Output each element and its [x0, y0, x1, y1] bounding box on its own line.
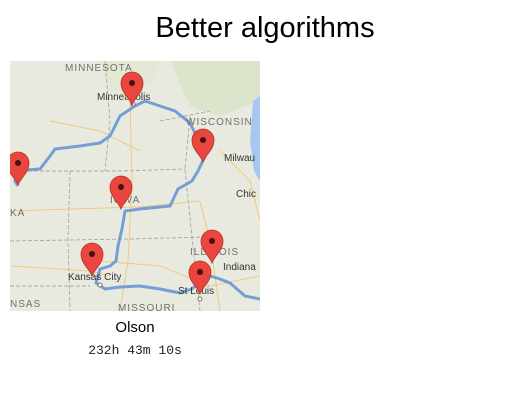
algorithm-name: Olson: [115, 319, 155, 336]
marker-pin-icon[interactable]: [109, 175, 133, 211]
route-duration: 232h 43m 10s: [88, 343, 182, 358]
lake-michigan: [250, 96, 260, 181]
forest-area: [170, 61, 260, 116]
city-label-minneapolis: Minneapolis: [97, 92, 150, 103]
map-canvas: MINNESOTA WISCONSIN IOWA ILLINOIS MISSOU…: [10, 61, 260, 311]
state-label-kansas: NSAS: [10, 299, 41, 310]
state-label-minnesota: MINNESOTA: [65, 63, 133, 74]
city-label-chicago: Chic: [236, 189, 256, 200]
page-title: Better algorithms: [155, 12, 375, 44]
marker-pin-icon[interactable]: [188, 260, 212, 296]
route-path: [11, 99, 260, 301]
state-label-nebraska: KA: [10, 208, 25, 219]
city-label-st-louis: St Louis: [178, 286, 214, 297]
marker-pin-icon[interactable]: [200, 229, 224, 265]
marker-pin-icon[interactable]: [80, 242, 104, 278]
marker-pin-icon[interactable]: [120, 71, 144, 107]
city-label-milwaukee: Milwau: [224, 153, 255, 164]
map-markers: [10, 71, 224, 296]
city-label-kansas-city: Kansas City: [68, 272, 121, 283]
city-label-indianapolis: Indiana: [223, 262, 256, 273]
state-label-missouri: MISSOURI: [118, 303, 175, 311]
route-map[interactable]: MINNESOTA WISCONSIN IOWA ILLINOIS MISSOU…: [10, 61, 260, 311]
marker-pin-icon[interactable]: [191, 128, 215, 164]
marker-pin-icon[interactable]: [10, 151, 30, 187]
state-label-wisconsin: WISCONSIN: [186, 117, 253, 128]
